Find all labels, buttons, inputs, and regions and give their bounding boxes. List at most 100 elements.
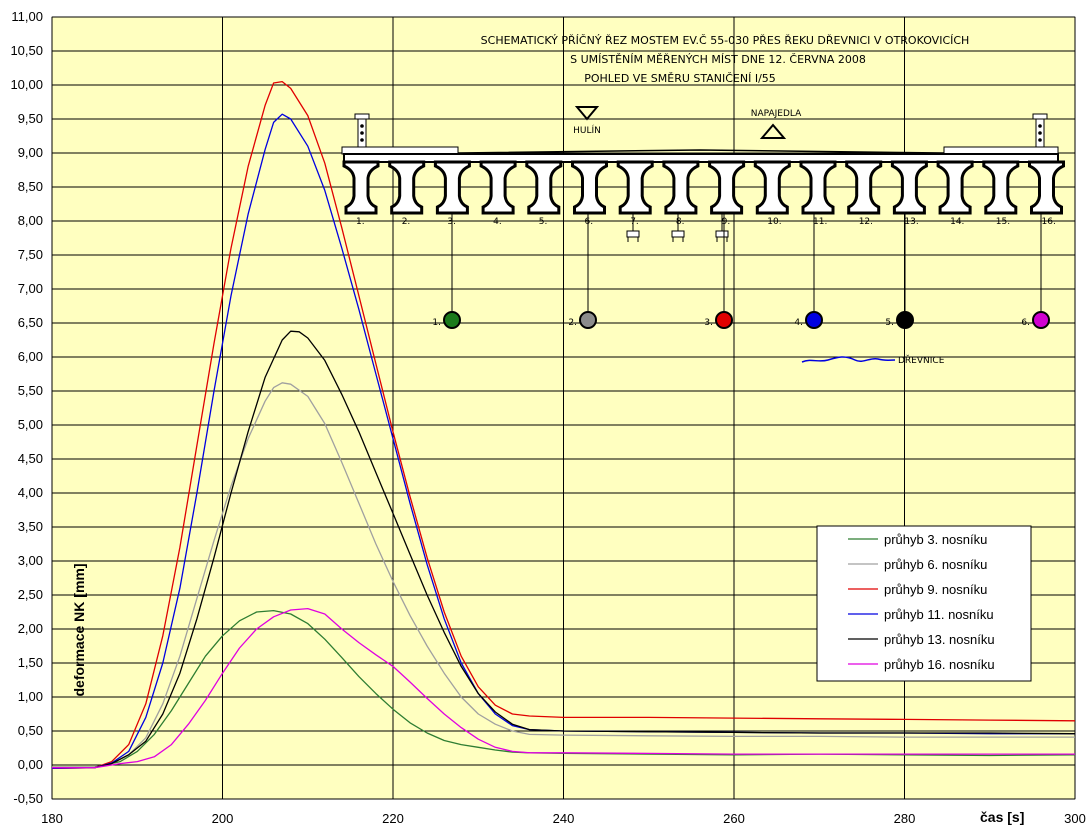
y-tick-label: 1,50: [18, 655, 43, 670]
right-cornice: [943, 146, 1059, 155]
gauge-label: 6.: [1021, 318, 1030, 328]
bridge-diagram: SCHEMATICKÝ PŘÍČNÝ ŘEZ MOSTEM EV.Č 55-03…: [341, 34, 1065, 366]
river-icon: [801, 356, 896, 363]
series-line-5: [52, 330, 1076, 769]
beam-11: [799, 160, 837, 215]
series-lines: [51, 80, 1076, 770]
legend-label: průhyb 9. nosníku: [884, 582, 987, 597]
beam-number: 7.: [630, 217, 639, 227]
y-tick-label: 3,00: [18, 553, 43, 568]
beam-10: [753, 160, 791, 215]
gauge-marker-4: [805, 311, 823, 329]
x-tick-label: 300: [1064, 811, 1086, 826]
beam-3: [433, 160, 471, 215]
legend-label: průhyb 13. nosníku: [884, 632, 995, 647]
beam-15: [982, 160, 1020, 215]
y-tick-label: 10,00: [10, 77, 43, 92]
x-axis-label: čas [s]: [980, 809, 1024, 825]
beam-8: [662, 160, 700, 215]
y-tick-label: 6,50: [18, 315, 43, 330]
series-line-2: [52, 382, 1075, 768]
legend: průhyb 3. nosníku průhyb 6. nosníku průhyb…: [816, 525, 1032, 682]
legend-label: průhyb 3. nosníku: [884, 532, 987, 547]
y-tick-labels: -0,50 0,00 0,50 1,00 1,50 2,00 2,50 3,00 3,50 4,0…: [10, 9, 43, 806]
beam-2: [388, 160, 426, 215]
beams: 1.2.3.4.5.6.7.8.9.10.11.12.13.14.15.16.: [342, 160, 1065, 227]
beam-14: [936, 160, 974, 215]
x-tick-label: 280: [894, 811, 916, 826]
beam-4: [479, 160, 517, 215]
x-tick-label: 260: [723, 811, 745, 826]
beam-number: 2.: [402, 217, 411, 227]
beam-5: [525, 160, 563, 215]
gauge-marker-2: [579, 311, 597, 329]
y-tick-label: 9,50: [18, 111, 43, 126]
beam-number: 12.: [859, 217, 873, 227]
bearing-plate: [671, 230, 685, 238]
gauge-marker-1: [443, 311, 461, 329]
gauge-marker-6: [1032, 311, 1050, 329]
river-label: DŘEVNICE: [898, 355, 945, 366]
series-line-6: [52, 607, 1075, 769]
y-tick-label: 8,50: [18, 179, 43, 194]
beam-number: 8.: [676, 217, 685, 227]
y-tick-label: 11,00: [11, 9, 43, 24]
x-tick-label: 220: [382, 811, 404, 826]
beam-6: [571, 160, 608, 215]
beam-number: 11.: [813, 217, 827, 227]
bearing-plate: [626, 230, 640, 238]
y-tick-label: 4,00: [18, 485, 43, 500]
napajedla-label: NAPAJEDLA: [751, 109, 802, 119]
hulin-label: HULÍN: [573, 124, 601, 136]
hulin-arrow-icon: [574, 106, 600, 121]
y-axis-label: deformace NK [mm]: [71, 563, 87, 696]
x-tick-label: 240: [553, 811, 575, 826]
left-cornice: [341, 146, 459, 155]
beam-number: 9.: [722, 217, 731, 227]
deck-top: [457, 149, 945, 154]
y-tick-label: 3,50: [18, 519, 43, 534]
y-tick-label: 0,50: [18, 723, 43, 738]
legend-label: průhyb 11. nosníku: [884, 607, 994, 622]
beam-number: 16.: [1042, 217, 1056, 227]
y-tick-label: 0,00: [18, 757, 43, 772]
legend-box: [816, 525, 1032, 682]
y-tick-label: 5,50: [18, 383, 43, 398]
y-tick-label: 8,00: [18, 213, 43, 228]
legend-label: průhyb 16. nosníku: [884, 657, 995, 672]
beam-number: 15.: [996, 217, 1010, 227]
y-tick-label: 5,00: [18, 417, 43, 432]
beam-number: 14.: [950, 217, 964, 227]
y-tick-label: 6,00: [18, 349, 43, 364]
beam-number: 1.: [356, 217, 365, 227]
x-tick-labels: 180 200 220 240 260 280 300: [41, 811, 1086, 826]
gauge-label: 1.: [432, 318, 441, 328]
beam-number: 6.: [585, 217, 594, 227]
y-tick-label: 9,00: [18, 145, 43, 160]
deck-slab: [343, 153, 1059, 163]
gauge-label: 4.: [794, 318, 803, 328]
y-tick-label: 2,50: [18, 587, 43, 602]
y-tick-label: 2,00: [18, 621, 43, 636]
beam-12: [845, 160, 883, 215]
beam-number: 10.: [767, 217, 781, 227]
y-tick-label: 4,50: [18, 451, 43, 466]
y-tick-label: 7,50: [18, 247, 43, 262]
diagram-title-line-1: SCHEMATICKÝ PŘÍČNÝ ŘEZ MOSTEM EV.Č 55-03…: [481, 34, 970, 47]
beam-number: 5.: [539, 217, 548, 227]
gauge-label: 2.: [568, 318, 577, 328]
beam-number: 13.: [904, 217, 918, 227]
y-tick-label: 10,50: [10, 43, 43, 58]
y-tick-label: 7,00: [18, 281, 43, 296]
beam-1: [342, 160, 380, 215]
beam-9: [708, 160, 746, 215]
napajedla-arrow-icon: [759, 123, 787, 139]
legend-items: průhyb 3. nosníku průhyb 6. nosníku průhyb…: [848, 532, 995, 672]
beam-7: [616, 160, 654, 215]
bearing-plate: [715, 230, 729, 238]
diagram-title-line-2: S UMÍSTĚNÍM MĚŘENÝCH MÍST DNE 12. ČERVNA…: [570, 53, 866, 66]
gauge-marker-3: [715, 311, 733, 329]
gauges: 1. 2. 3. 4. 5. 6.: [432, 213, 1050, 329]
gauge-label: 5.: [885, 318, 894, 328]
